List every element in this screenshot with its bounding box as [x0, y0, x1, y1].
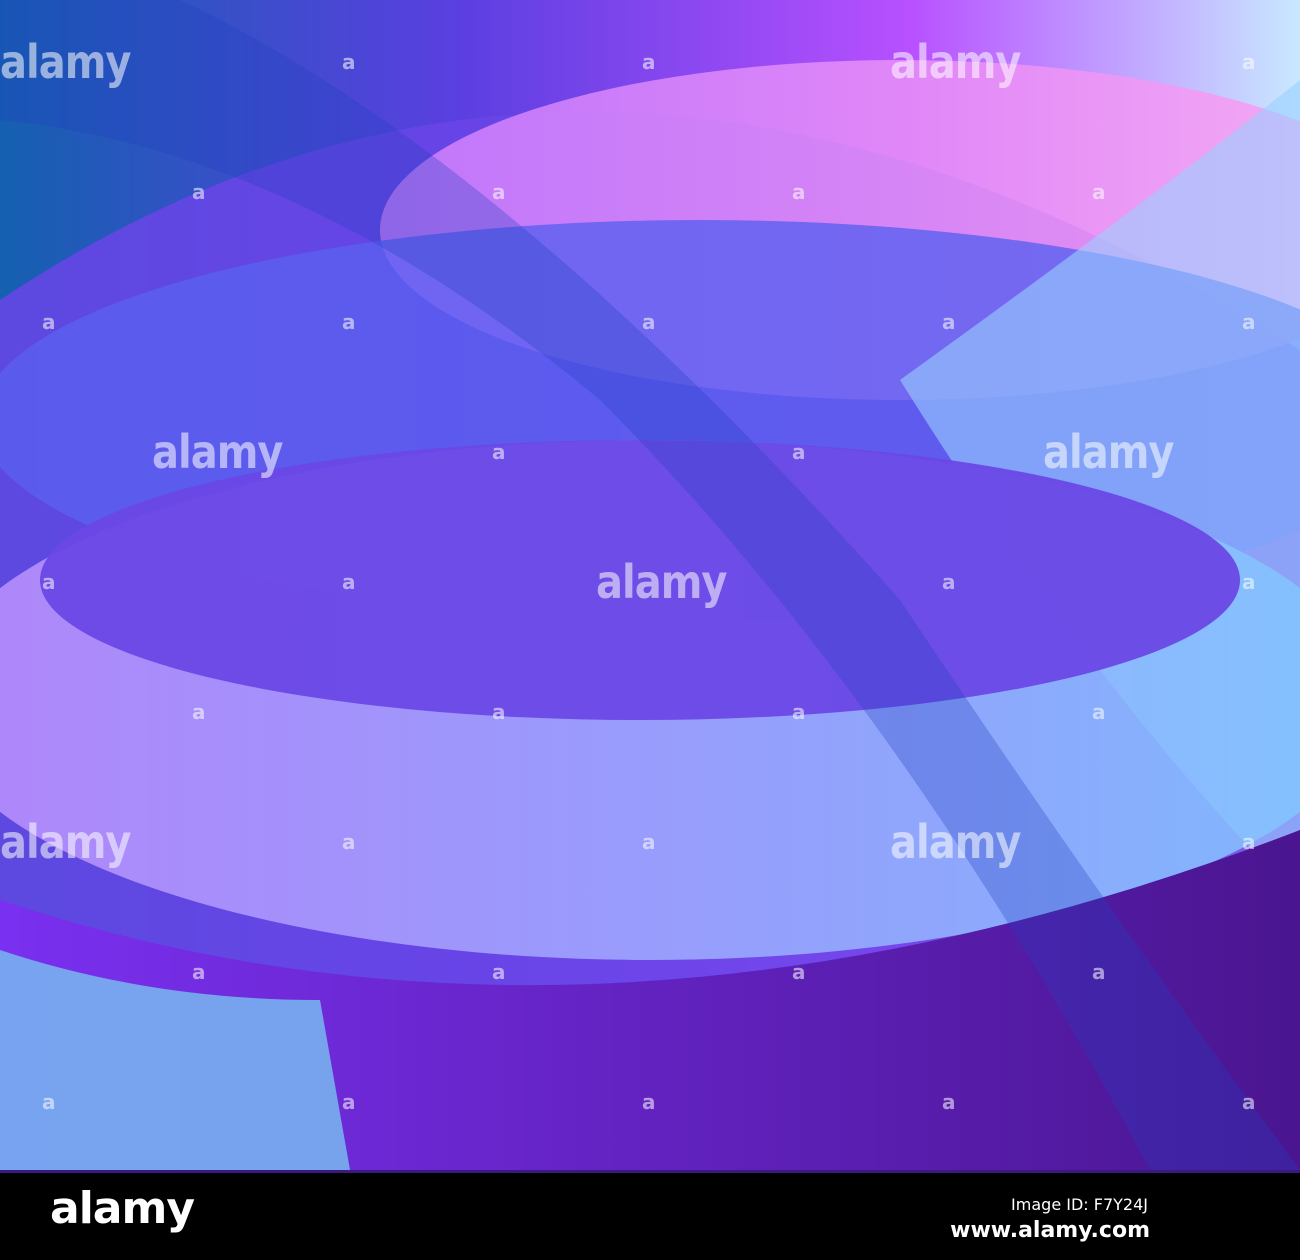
- watermark-a: a: [642, 50, 656, 74]
- watermark-alamy: alamy: [890, 36, 1021, 90]
- abstract-wave-artwork: [0, 0, 1300, 1170]
- watermark-a: a: [42, 570, 56, 594]
- watermark-alamy: alamy: [1043, 426, 1174, 480]
- watermark-a: a: [1092, 700, 1106, 724]
- alamy-logo: alamy: [50, 1183, 195, 1234]
- watermark-a: a: [792, 960, 806, 984]
- watermark-a: a: [192, 180, 206, 204]
- watermark-a: a: [192, 700, 206, 724]
- footer-bar: alamy Image ID: F7Y24J www.alamy.com: [0, 1170, 1300, 1260]
- wave-band: [0, 950, 350, 1170]
- watermark-a: a: [1242, 310, 1256, 334]
- watermark-a: a: [1242, 1090, 1256, 1114]
- watermark-alamy: alamy: [596, 556, 727, 610]
- watermark-alamy: alamy: [0, 36, 131, 90]
- watermark-a: a: [342, 570, 356, 594]
- watermark-a: a: [342, 310, 356, 334]
- watermark-a: a: [792, 180, 806, 204]
- watermark-alamy: alamy: [890, 816, 1021, 870]
- image-id: Image ID: F7Y24J: [1011, 1195, 1148, 1214]
- watermark-a: a: [942, 310, 956, 334]
- watermark-a: a: [1242, 50, 1256, 74]
- watermark-a: a: [942, 1090, 956, 1114]
- watermark-a: a: [942, 570, 956, 594]
- wave-band: [40, 440, 1240, 720]
- watermark-a: a: [342, 830, 356, 854]
- watermark-a: a: [1092, 960, 1106, 984]
- watermark-a: a: [1242, 830, 1256, 854]
- watermark-a: a: [342, 50, 356, 74]
- watermark-a: a: [642, 1090, 656, 1114]
- watermark-a: a: [192, 960, 206, 984]
- watermark-a: a: [492, 960, 506, 984]
- watermark-a: a: [342, 1090, 356, 1114]
- watermark-a: a: [1092, 180, 1106, 204]
- watermark-a: a: [1242, 570, 1256, 594]
- watermark-a: a: [642, 830, 656, 854]
- watermark-a: a: [42, 310, 56, 334]
- watermark-alamy: alamy: [0, 816, 131, 870]
- watermark-alamy: alamy: [152, 426, 283, 480]
- wave-band: [0, 0, 1300, 1170]
- watermark-a: a: [642, 310, 656, 334]
- watermark-a: a: [42, 1090, 56, 1114]
- watermark-a: a: [492, 180, 506, 204]
- watermark-a: a: [792, 440, 806, 464]
- site-url[interactable]: www.alamy.com: [950, 1218, 1150, 1243]
- watermark-a: a: [792, 700, 806, 724]
- watermark-a: a: [492, 440, 506, 464]
- watermark-a: a: [492, 700, 506, 724]
